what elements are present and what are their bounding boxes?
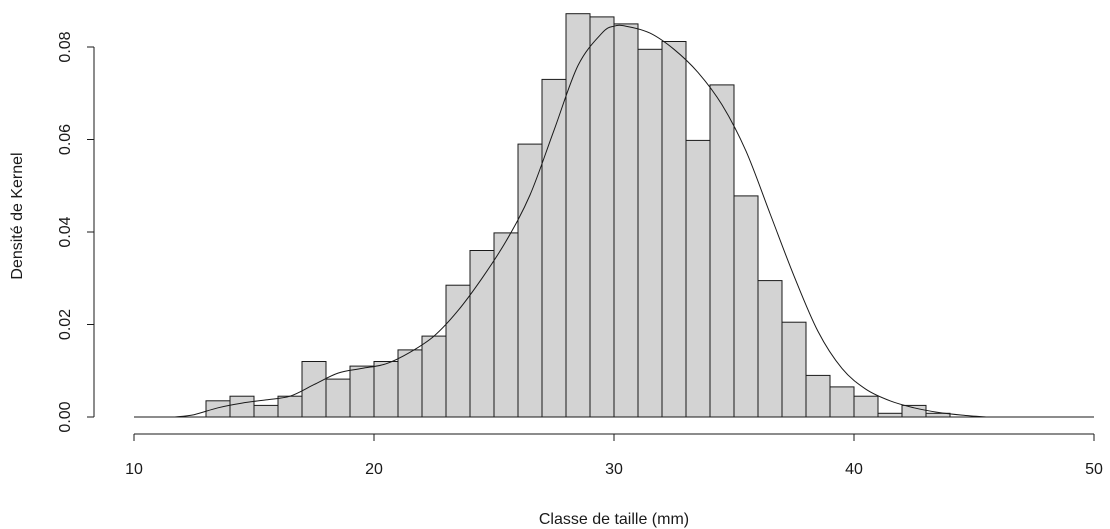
bars-layer [205,13,951,418]
histogram-bar [709,84,735,418]
histogram-bar [733,195,759,418]
histogram-bar [373,361,399,418]
y-tick-label: 0.02 [57,309,74,340]
histogram-bar [637,48,663,418]
histogram-bar [397,349,423,418]
histogram-bar [757,280,783,418]
y-tick-label: 0.08 [57,31,74,62]
histogram-bar [781,321,807,418]
histogram-bar [565,13,591,418]
x-tick-label: 50 [1085,461,1103,478]
x-tick-label: 40 [845,461,863,478]
histogram-bar [541,78,567,418]
histogram-bar [661,41,687,418]
histogram-bar [493,232,519,418]
histogram-bar [205,400,231,418]
histogram-bar [445,284,471,418]
density-curve [174,24,987,418]
histogram-bar [853,395,879,418]
x-tick-label: 30 [605,461,623,478]
histogram-bar [349,365,375,418]
histogram-bar [277,395,303,418]
histogram-bar [517,143,543,418]
y-tick-label: 0.04 [57,216,74,247]
histogram-bar [901,404,927,418]
axes-layer: 10 20 30 40 50 0.00 0.02 0.04 0.06 0.08 [57,31,1103,478]
y-tick-label: 0.06 [57,124,74,155]
histogram-bar [613,23,639,418]
y-axis-title: Densité de Kernel [9,152,26,279]
y-tick-label: 0.00 [57,401,74,432]
histogram-bar [877,412,903,418]
histogram-bar [229,395,255,418]
x-axis-title: Classe de taille (mm) [539,511,689,528]
histogram-bar [685,139,711,418]
histogram-bar [805,374,831,418]
histogram-bar [469,250,495,418]
histogram-bar [589,16,615,418]
histogram-bar [421,335,447,418]
density-curve-layer [134,24,1094,418]
x-tick-label: 20 [365,461,383,478]
histogram-bar [253,404,279,418]
histogram-bar [829,386,855,418]
histogram-bar [325,378,351,418]
x-tick-label: 10 [125,461,143,478]
